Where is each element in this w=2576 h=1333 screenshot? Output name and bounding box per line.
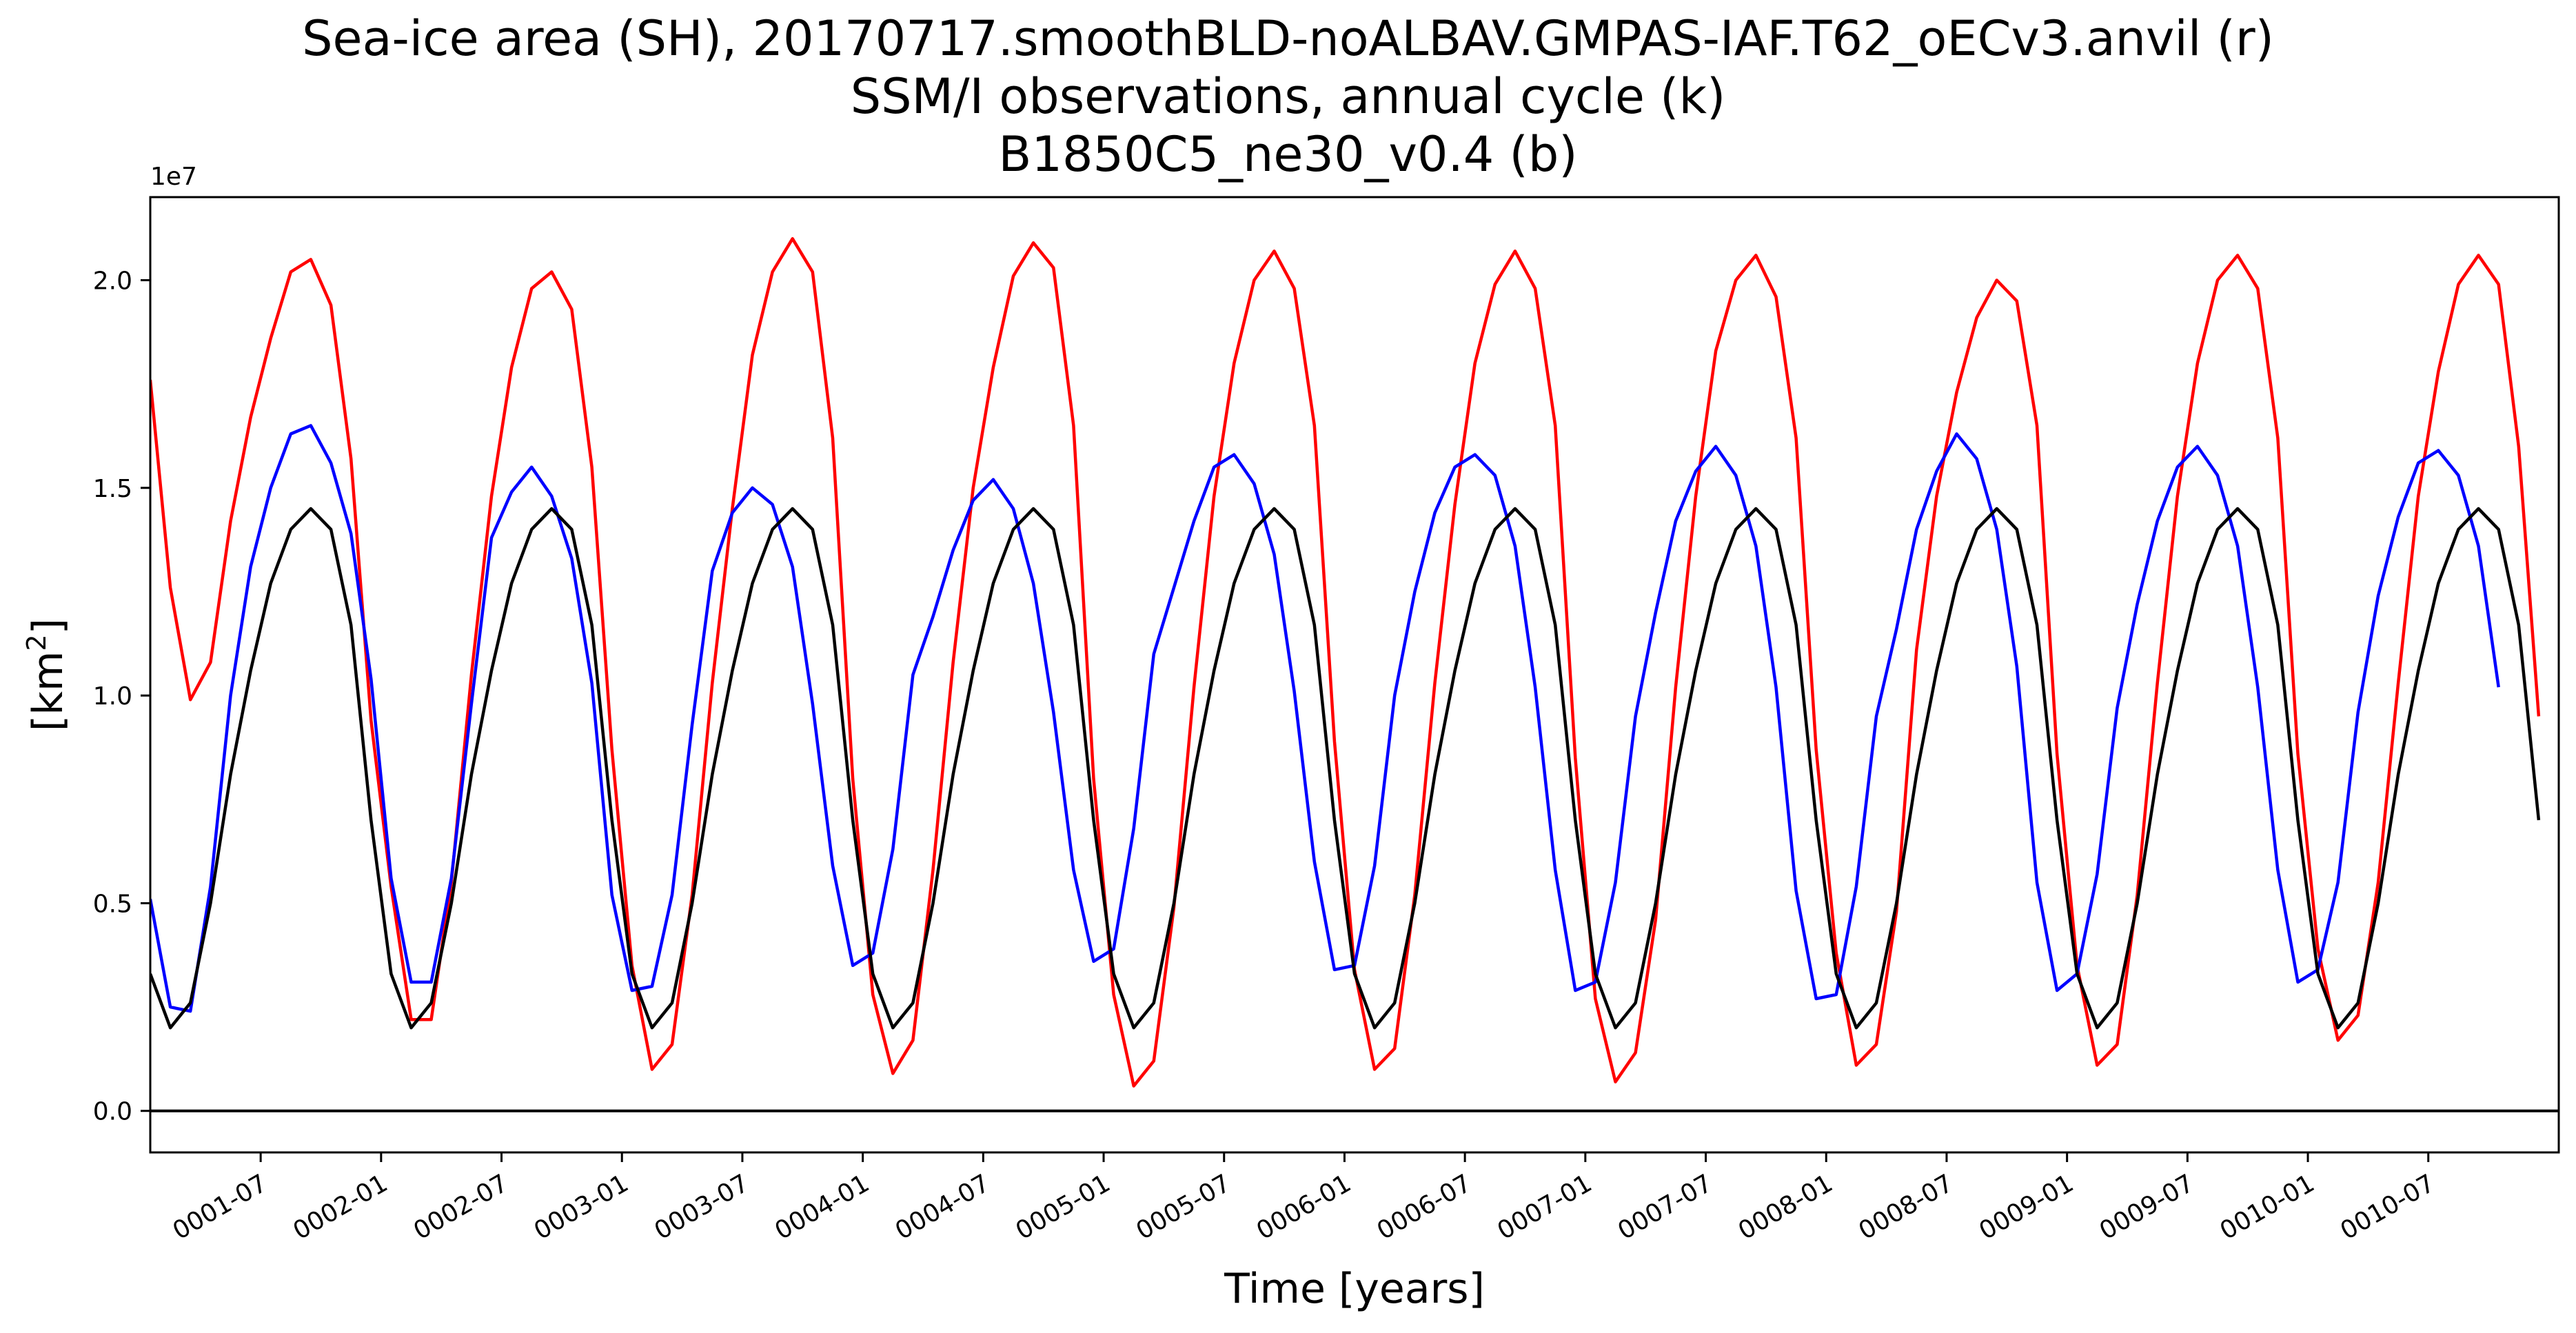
y-tick-label: 0.5 <box>93 890 132 918</box>
x-tick-label: 0009-01 <box>1974 1169 2078 1245</box>
y-axis-label-sup: 2 <box>21 634 52 651</box>
y-axis-label: [km2] <box>21 618 72 731</box>
x-tick-label: 0003-07 <box>650 1169 754 1245</box>
y-tick-label: 1.0 <box>93 682 132 711</box>
x-tick-label: 0002-01 <box>289 1169 393 1245</box>
series-line-1 <box>150 237 2541 1088</box>
x-tick-label: 0005-01 <box>1011 1169 1115 1245</box>
y-axis-label-base: [km <box>24 651 72 732</box>
x-axis-ticks: 0001-07 0002-01 0002-07 0003-01 0003-07 0004-… <box>168 1152 2440 1245</box>
x-tick-label: 0010-01 <box>2215 1169 2320 1245</box>
x-tick-label: 0005-07 <box>1131 1169 1235 1245</box>
x-tick-label: 0004-01 <box>770 1169 874 1245</box>
x-tick-label: 0010-07 <box>2335 1169 2440 1245</box>
x-tick-label: 0006-07 <box>1372 1169 1477 1245</box>
x-tick-label: 0006-01 <box>1252 1169 1356 1245</box>
series-line-3 <box>150 507 2541 1030</box>
chart-title-line-1: Sea-ice area (SH), 20170717.smoothBLD-no… <box>302 10 2274 67</box>
y-tick-label: 0.0 <box>93 1098 132 1126</box>
x-tick-label: 0008-07 <box>1854 1169 1958 1245</box>
x-tick-label: 0002-07 <box>409 1169 513 1245</box>
chart-title-line-2: SSM/I observations, annual cycle (k) <box>850 68 1726 125</box>
y-axis-label-close: ] <box>24 618 72 634</box>
y-tick-label: 1.5 <box>93 475 132 503</box>
x-tick-label: 0009-07 <box>2095 1169 2199 1245</box>
x-axis-label: Time [years] <box>1224 1265 1485 1313</box>
y-tick-label: 2.0 <box>93 267 132 296</box>
x-tick-label: 0003-01 <box>529 1169 633 1245</box>
x-tick-label: 0007-07 <box>1613 1169 1717 1245</box>
series-layer <box>150 237 2541 1088</box>
chart-title: Sea-ice area (SH), 20170717.smoothBLD-no… <box>0 10 2576 183</box>
x-tick-label: 0001-07 <box>168 1169 272 1245</box>
y-axis-ticks: 0.0 0.5 1.0 1.5 2.0 <box>93 267 150 1126</box>
x-tick-label: 0004-07 <box>891 1169 995 1245</box>
series-line-2 <box>150 424 2500 1013</box>
y-offset-label: 1e7 <box>150 163 197 191</box>
chart-title-line-3: B1850C5_ne30_v0.4 (b) <box>998 126 1578 183</box>
x-tick-label: 0007-01 <box>1493 1169 1597 1245</box>
x-tick-label: 0008-01 <box>1734 1169 1838 1245</box>
plot-frame <box>149 196 2560 1154</box>
